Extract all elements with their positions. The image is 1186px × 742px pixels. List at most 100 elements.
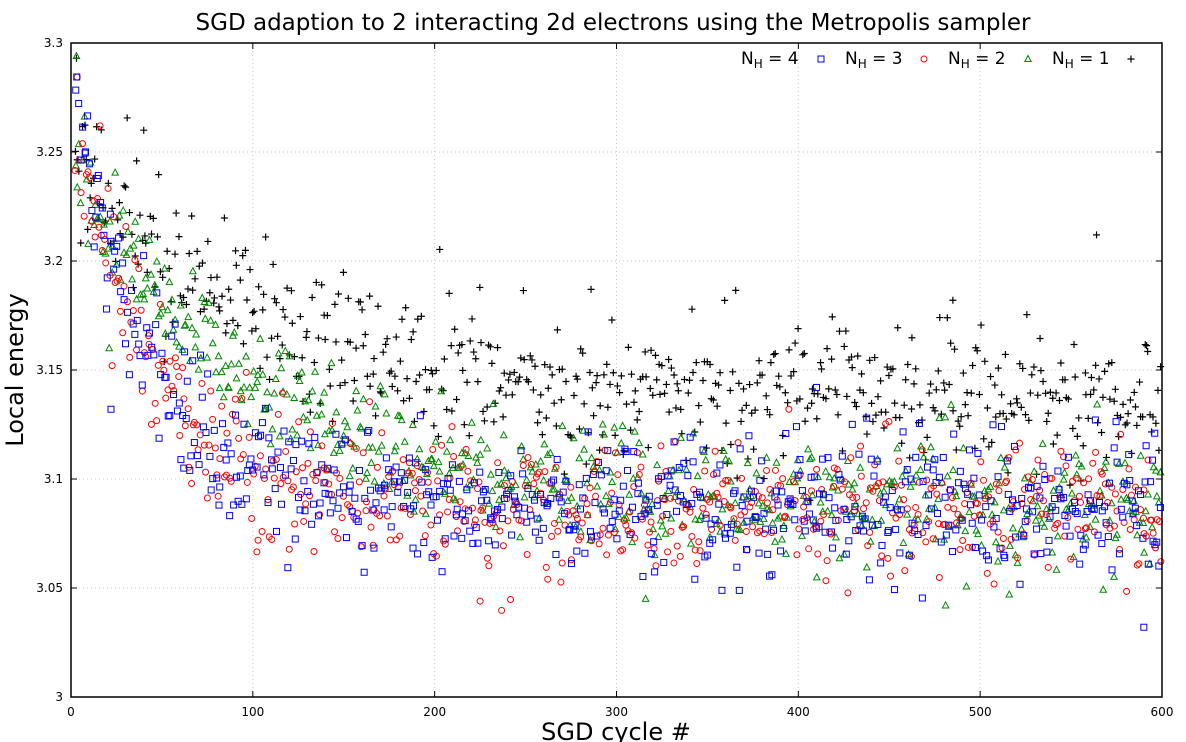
data-point xyxy=(647,518,655,526)
data-point xyxy=(737,417,745,425)
data-point xyxy=(604,447,612,455)
data-point xyxy=(312,278,320,286)
data-point xyxy=(332,338,340,346)
data-point xyxy=(749,493,757,501)
data-point xyxy=(409,544,417,552)
data-point xyxy=(789,500,797,508)
data-point xyxy=(804,498,812,506)
data-point xyxy=(1010,502,1019,511)
data-point xyxy=(317,409,326,418)
data-point xyxy=(467,477,475,485)
data-point xyxy=(324,464,332,472)
data-point xyxy=(833,466,841,474)
data-point xyxy=(506,370,514,378)
data-point xyxy=(392,333,400,341)
data-point xyxy=(519,470,527,478)
data-point xyxy=(1020,532,1028,540)
data-point xyxy=(843,392,851,400)
data-point xyxy=(105,216,114,225)
data-point xyxy=(165,277,174,286)
data-point xyxy=(628,529,636,537)
data-point xyxy=(833,391,841,399)
data-point xyxy=(1059,475,1068,483)
data-point xyxy=(335,446,344,454)
data-point xyxy=(115,199,123,207)
data-point xyxy=(589,470,597,478)
data-point xyxy=(1098,470,1106,478)
data-point xyxy=(79,140,87,148)
data-point xyxy=(1143,342,1151,350)
data-point xyxy=(949,465,958,474)
data-point xyxy=(75,100,83,108)
data-point xyxy=(153,417,161,425)
data-point xyxy=(983,404,991,412)
data-point xyxy=(1133,530,1142,539)
data-point xyxy=(875,479,883,487)
data-point xyxy=(479,407,487,415)
data-point xyxy=(367,486,375,494)
data-point xyxy=(230,327,239,336)
data-point xyxy=(941,600,950,609)
data-point xyxy=(768,529,776,537)
data-point xyxy=(468,315,476,323)
data-point xyxy=(124,308,132,316)
data-point xyxy=(893,506,901,514)
data-point xyxy=(372,412,380,420)
data-point xyxy=(572,511,580,519)
data-point xyxy=(581,549,589,557)
data-point xyxy=(531,528,539,536)
data-point xyxy=(626,531,634,539)
data-point xyxy=(1064,453,1072,461)
data-point xyxy=(926,442,935,451)
data-point xyxy=(548,371,556,379)
data-point xyxy=(1070,498,1078,506)
data-point xyxy=(940,379,948,387)
data-point xyxy=(838,452,846,460)
data-point xyxy=(784,399,792,407)
data-point xyxy=(463,486,471,494)
data-point xyxy=(390,446,399,455)
data-point xyxy=(1010,411,1018,419)
data-point xyxy=(874,393,882,401)
data-point xyxy=(176,300,185,309)
data-point xyxy=(310,358,318,366)
data-point xyxy=(814,390,822,398)
data-point xyxy=(672,404,680,412)
data-point xyxy=(216,307,224,315)
data-point xyxy=(1062,504,1071,513)
data-point xyxy=(599,429,609,438)
data-point xyxy=(74,139,83,148)
data-point xyxy=(582,460,590,468)
data-point xyxy=(188,212,196,220)
data-point xyxy=(1067,488,1077,497)
data-point xyxy=(447,342,455,350)
data-point xyxy=(701,553,709,561)
data-point xyxy=(1052,389,1060,397)
data-point xyxy=(896,549,904,557)
data-point xyxy=(1144,456,1152,464)
data-point xyxy=(808,399,816,407)
data-point xyxy=(1000,551,1008,559)
data-point xyxy=(949,407,957,415)
data-point xyxy=(285,545,293,553)
data-point xyxy=(540,439,549,448)
data-point xyxy=(207,274,215,282)
data-point xyxy=(72,86,80,94)
data-point xyxy=(263,387,272,396)
data-point xyxy=(129,307,137,315)
data-point xyxy=(212,367,221,376)
data-point xyxy=(929,535,937,543)
data-point xyxy=(366,292,374,300)
data-point xyxy=(125,371,133,379)
data-point xyxy=(886,504,894,512)
data-point xyxy=(258,527,266,535)
data-point xyxy=(377,441,386,449)
data-point xyxy=(1117,430,1125,438)
data-point xyxy=(351,494,359,502)
data-point xyxy=(278,341,286,349)
data-point xyxy=(269,457,277,465)
data-point xyxy=(771,466,779,474)
data-point xyxy=(875,497,883,505)
legend: NH = 4 NH = 3 NH = 2 NH = 1 xyxy=(741,49,1135,71)
data-point xyxy=(737,511,745,519)
